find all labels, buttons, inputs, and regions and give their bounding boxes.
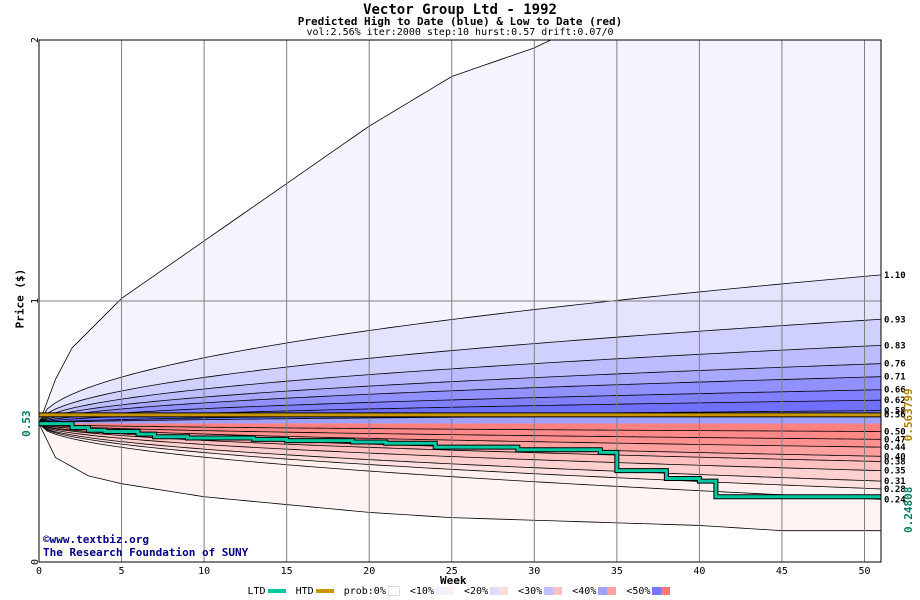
legend-b3-swatch: [544, 587, 563, 595]
red-quantile-line-1: [38, 423, 882, 440]
blue-quantile-line-5: [38, 389, 882, 425]
blue-quantile-line-1: [38, 318, 882, 424]
x-tick-label-30: 30: [528, 566, 540, 577]
legend-b3: <30%: [518, 586, 564, 597]
x-tick-label-50: 50: [858, 566, 870, 577]
blue-quantile-label-7: 0.58: [884, 407, 906, 417]
y-tick-label-0: 0: [30, 559, 41, 565]
legend-ltd: LTD: [248, 586, 288, 597]
legend-htd-swatch: [315, 589, 334, 593]
chart-title: Vector Group Ltd - 1992: [363, 2, 557, 18]
blue-quantile-label-0: 1.10: [884, 271, 906, 281]
ltd-value-label: 0.24808: [902, 487, 915, 533]
blue-quantile-line-0: [38, 274, 882, 424]
red-quantile-band-0: [39, 423, 881, 432]
credit-website[interactable]: ©www.textbiz.org: [43, 533, 149, 546]
blue-quantile-label-1: 0.93: [884, 315, 906, 325]
blue-quantile-label-3: 0.76: [884, 360, 906, 370]
blue-quantile-line-4: [38, 376, 882, 425]
legend-ltd-label: LTD: [247, 586, 266, 597]
legend-htd: HTD: [296, 586, 336, 597]
ltd-line: [39, 422, 881, 499]
legend-b1-label: <10%: [409, 586, 434, 597]
blue-quantile-label-2: 0.83: [884, 341, 906, 351]
blue-quantile-line-2: [38, 344, 882, 424]
legend-ltd-swatch: [267, 589, 286, 593]
red-quantile-line-7: [38, 423, 882, 490]
x-tick-label-35: 35: [611, 566, 623, 577]
red-quantile-label-7: 0.28: [884, 485, 906, 495]
blue-quantile-label-5: 0.66: [884, 386, 906, 396]
red-quantile-line-0: [38, 423, 882, 432]
x-tick-label-5: 5: [119, 566, 125, 577]
legend-b4: <40%: [572, 586, 618, 597]
simulation-params: vol:2.56% iter:2000 step:10 hurst:0.57 d…: [306, 27, 614, 38]
x-tick-label-45: 45: [776, 566, 788, 577]
legend-b4-label: <40%: [572, 586, 597, 597]
x-tick-label-25: 25: [446, 566, 458, 577]
plot-border: [38, 39, 882, 563]
red-quantile-label-8: 0.24: [884, 495, 906, 505]
x-tick-label-0: 0: [36, 566, 42, 577]
blue-quantile-label-4: 0.71: [884, 373, 906, 383]
legend-prob0-swatch: [387, 586, 400, 596]
red-quantile-line-8: [38, 423, 882, 500]
legend-b2: <20%: [464, 586, 510, 597]
legend-b1: <10%: [410, 586, 456, 597]
legend-b2-swatch: [490, 587, 509, 595]
legend-htd-label: HTD: [295, 586, 314, 597]
red-quantile-line-6: [38, 423, 882, 482]
legend-prob0: prob:0%: [344, 586, 402, 597]
red-quantile-label-5: 0.35: [884, 467, 906, 477]
red-quantile-label-1: 0.47: [884, 435, 906, 445]
x-tick-label-10: 10: [198, 566, 210, 577]
red-quantile-line-2: [38, 423, 882, 448]
legend-b5: <50%: [626, 586, 672, 597]
red-quantile-label-4: 0.38: [884, 458, 906, 468]
red-quantile-line-5: [38, 423, 882, 472]
legend-b5-label: <50%: [626, 586, 651, 597]
blue-quantile-line-3: [38, 363, 882, 424]
legend-b4-swatch: [598, 587, 617, 595]
red-quantile-label-3: 0.40: [884, 452, 906, 462]
y-tick-label-1: 1: [30, 298, 41, 304]
chart-subtitle: Predicted High to Date (blue) & Low to D…: [297, 15, 623, 28]
y-tick-label-2: 2: [30, 37, 41, 43]
start-price-label: 0.53: [20, 410, 33, 437]
legend-b5-swatch: [652, 587, 671, 595]
blue-quantile-label-8: 0.56: [884, 411, 906, 421]
red-quantile-label-2: 0.44: [884, 443, 906, 453]
legend-prob0-label: prob:0%: [343, 586, 386, 597]
legend-b3-label: <30%: [518, 586, 543, 597]
x-tick-label-40: 40: [693, 566, 705, 577]
blue-quantile-label-6: 0.62: [884, 396, 906, 406]
red-quantile-label-6: 0.31: [884, 477, 906, 487]
htd-value-label: 0.563799: [902, 388, 915, 441]
lower-envelope-line: [38, 423, 881, 532]
red-quantile-label-0: 0.50: [884, 428, 906, 438]
legend-b2-label: <20%: [464, 586, 489, 597]
x-tick-label-15: 15: [281, 566, 293, 577]
x-axis-label: Week: [440, 574, 467, 587]
legend: LTD HTD prob:0% <10% <20% <30% <40% <50%: [0, 586, 920, 597]
x-tick-label-20: 20: [363, 566, 375, 577]
credit-organization: The Research Foundation of SUNY: [43, 546, 249, 559]
legend-b1-swatch: [435, 587, 454, 595]
